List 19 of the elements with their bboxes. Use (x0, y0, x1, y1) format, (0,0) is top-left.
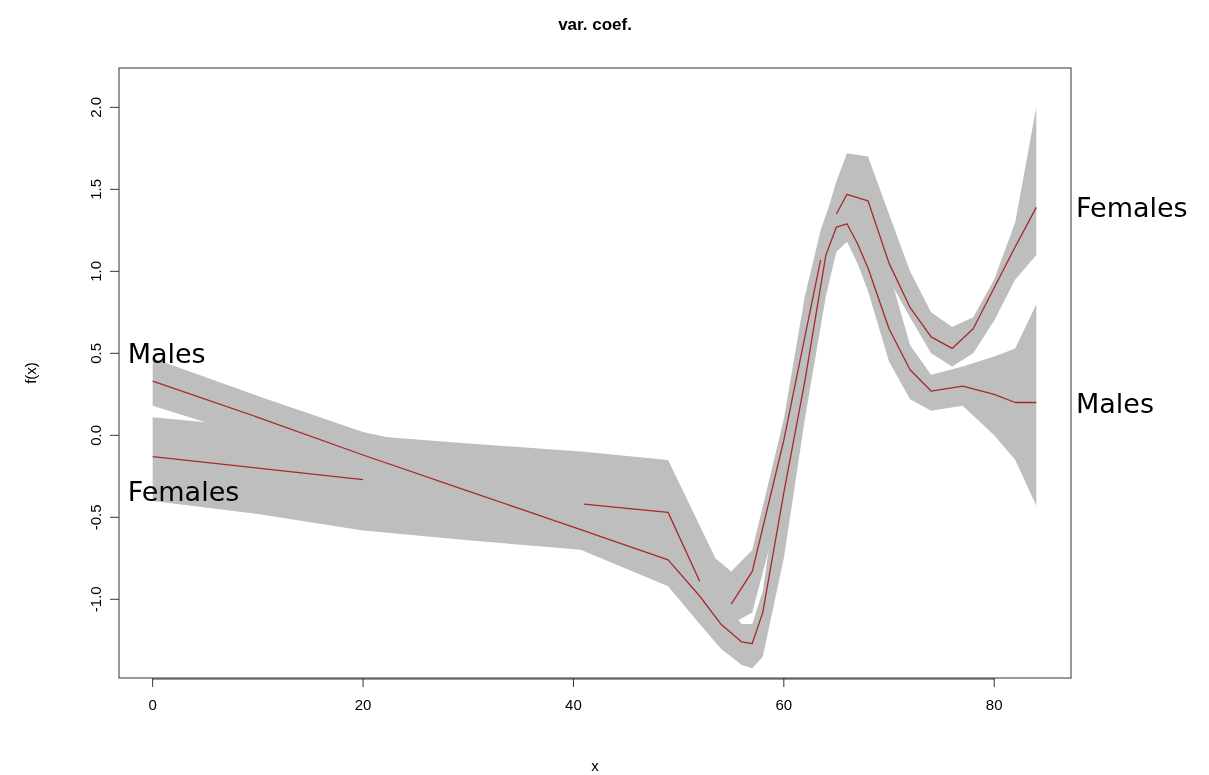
y-tick-label: 2.0 (87, 96, 104, 118)
x-tick-label: 40 (565, 696, 582, 713)
x-tick-label: 0 (148, 696, 157, 713)
y-tick-label: -1.0 (87, 586, 104, 613)
y-tick-label: 1.5 (87, 178, 104, 200)
y-tick-label: 1.0 (87, 260, 104, 282)
text: Females (1076, 192, 1188, 224)
x-tick-label: 80 (985, 696, 1003, 713)
y-tick-label: 0.5 (87, 342, 104, 364)
x-axis-title: x (591, 757, 600, 774)
x-tick-label: 20 (354, 696, 372, 713)
text: Males (1076, 387, 1155, 419)
chart-title: var. coef. (558, 15, 632, 34)
x-tick-label: 60 (775, 696, 793, 713)
y-axis-title: f(x) (22, 362, 39, 384)
series-label: Females (127, 475, 240, 507)
y-tick-label: 0.0 (87, 424, 104, 446)
series-label: Males (127, 338, 206, 370)
y-tick-label: -0.5 (87, 504, 104, 531)
